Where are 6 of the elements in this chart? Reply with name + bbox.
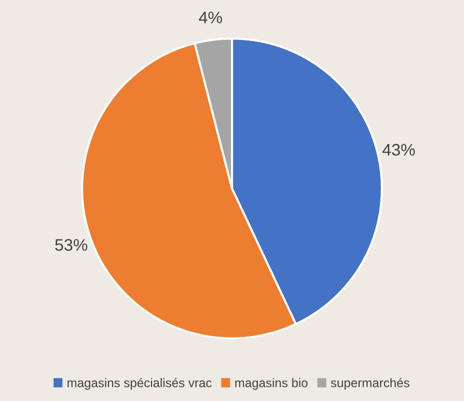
legend-label: magasins bio: [235, 378, 308, 390]
legend-label: supermarchés: [330, 378, 410, 390]
legend-label: magasins spécialisés vrac: [68, 378, 212, 390]
data-label: 43%: [382, 144, 415, 156]
data-label: 53%: [55, 239, 88, 251]
data-label: 4%: [198, 12, 222, 24]
